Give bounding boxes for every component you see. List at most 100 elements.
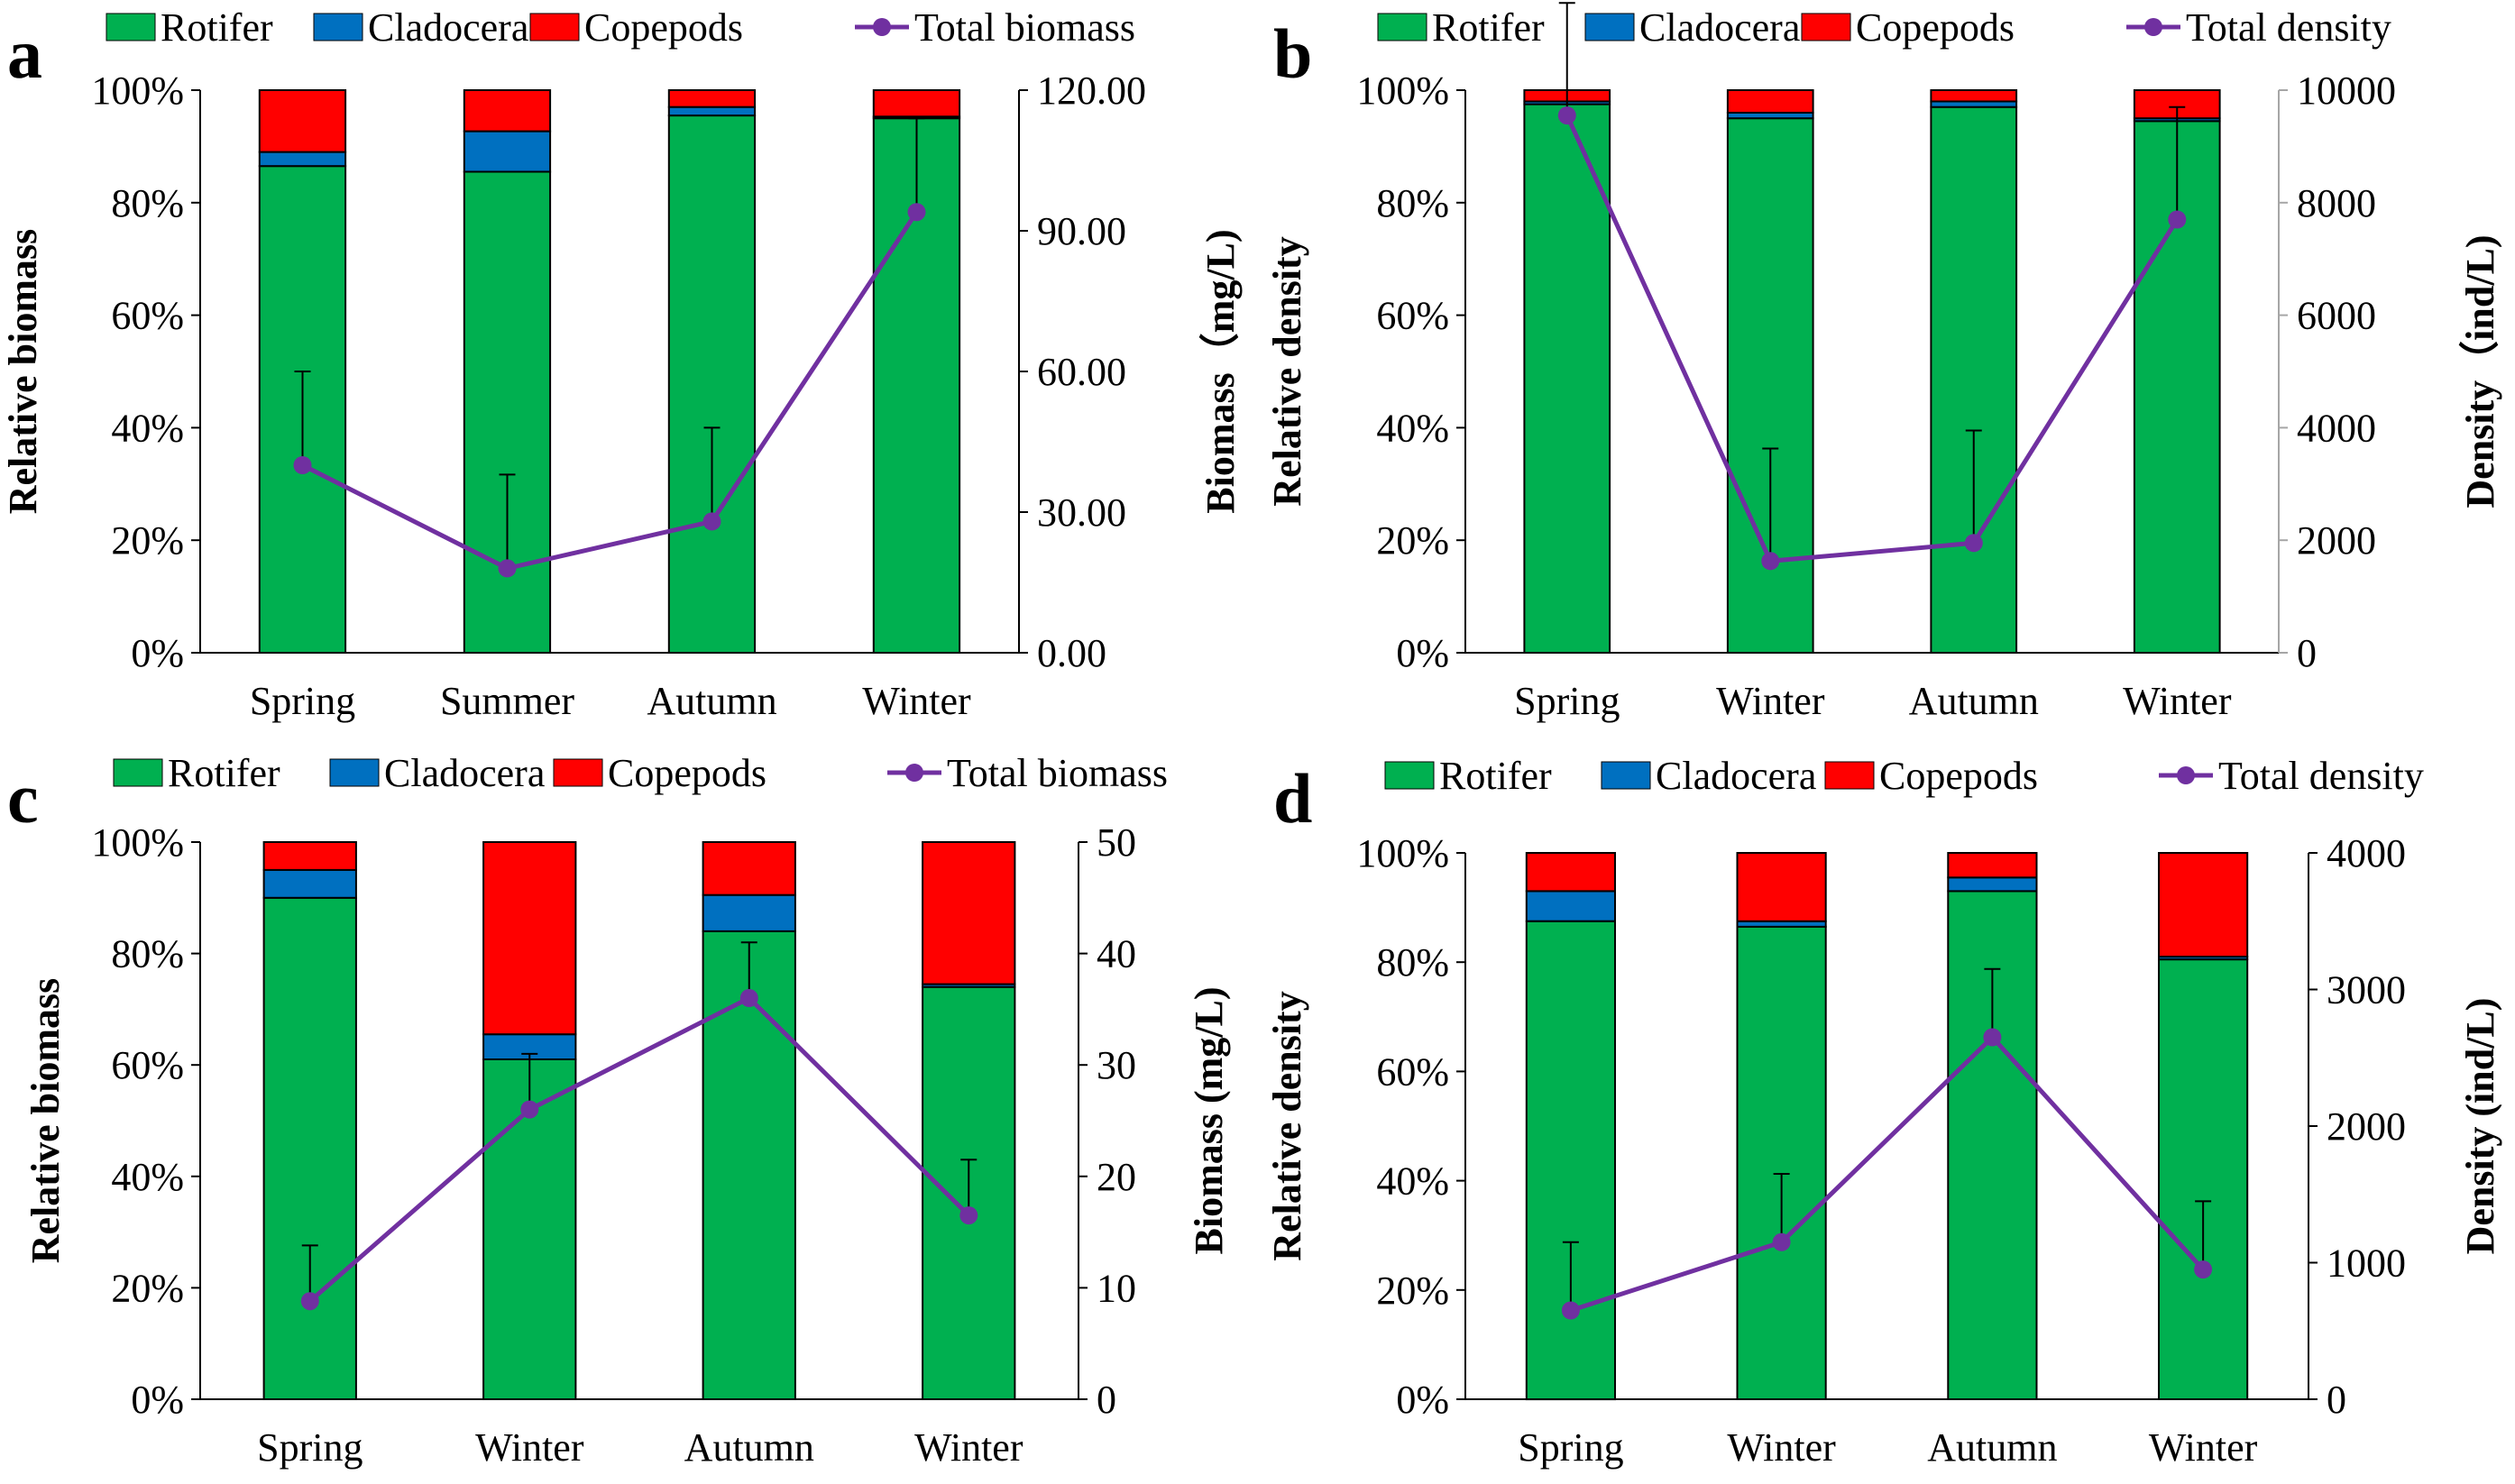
- left-tick-label: 0%: [131, 631, 184, 675]
- right-tick-label: 0: [2327, 1378, 2346, 1422]
- right-tick-label: 10: [1097, 1266, 1136, 1310]
- panel-c: c Spring Winter Autumn Winter 0% 20% 40% 60% 80%…: [7, 751, 1231, 1470]
- right-tick-label: 60.00: [1037, 350, 1126, 394]
- x-tick-label: Winter: [914, 1425, 1023, 1470]
- x-tick-label: Winter: [1716, 679, 1825, 723]
- left-tick-label: 20%: [111, 1266, 184, 1310]
- legend-swatch-rotifer: [106, 13, 156, 41]
- legend-label: Cladocera: [1656, 754, 1816, 798]
- legend-swatch-rotifer: [1384, 761, 1435, 790]
- panel-letter-b: b: [1273, 14, 1312, 93]
- bar-copepods-3: [2158, 852, 2249, 958]
- right-tick-label: 2000: [2327, 1104, 2406, 1149]
- legend-label: Total density: [2218, 754, 2424, 798]
- legend-marker-total: [2144, 18, 2162, 36]
- left-tick-label: 100%: [1356, 831, 1449, 875]
- panel-letter-d: d: [1273, 759, 1312, 838]
- right-tick-label: 10000: [2297, 69, 2396, 113]
- bar-cladocera-0: [258, 151, 347, 168]
- left-tick-label: 100%: [1356, 69, 1449, 113]
- legend-marker-total: [2177, 766, 2195, 784]
- right-tick-label: 20: [1097, 1155, 1136, 1199]
- right-tick-label: 40: [1097, 932, 1136, 976]
- legend-label: Cladocera: [1639, 5, 1800, 50]
- panel-letter-a: a: [7, 14, 42, 93]
- bar-rotifer-2: [1947, 890, 2038, 1400]
- bar-rotifer-1: [463, 170, 552, 654]
- legend-marker-total: [905, 764, 923, 782]
- x-tick-label: Spring: [1518, 1425, 1623, 1470]
- legend-swatch-cladocera: [313, 13, 363, 41]
- total-point: [1761, 552, 1780, 571]
- x-tick-label: Autumn: [1909, 679, 2039, 723]
- total-point: [498, 559, 517, 578]
- bar-cladocera-2: [702, 893, 796, 932]
- legend-swatch-copepods: [1801, 13, 1851, 41]
- y-axis-label-left: Relative biomass: [1, 229, 45, 515]
- panel-a: a Spring Summer Autumn Winter 0% 20% 40% 60% 80%…: [1, 5, 1243, 723]
- left-tick-label: 80%: [111, 932, 184, 976]
- total-point: [300, 1292, 319, 1311]
- legend-swatch-rotifer: [1377, 13, 1427, 41]
- y-axis-label-left: Relative biomass: [23, 978, 68, 1264]
- right-tick-label: 50: [1097, 820, 1136, 865]
- total-point: [1561, 1301, 1580, 1320]
- panel-letter-c: c: [7, 759, 39, 838]
- right-tick-label: 30: [1097, 1043, 1136, 1087]
- y-axis-label-right: Density（ind/L): [2458, 234, 2502, 508]
- legend-swatch-cladocera: [1584, 13, 1635, 41]
- x-tick-label: Winter: [2149, 1425, 2258, 1470]
- total-point: [1964, 534, 1983, 553]
- total-line: [1570, 1033, 2205, 1313]
- y-axis-label-right: Biomass（mg/L): [1198, 229, 1243, 513]
- legend-swatch-cladocera: [1601, 761, 1651, 790]
- right-tick-label: 0.00: [1037, 631, 1106, 675]
- total-line: [1565, 115, 2180, 563]
- left-tick-label: 60%: [1376, 294, 1449, 338]
- left-tick-label: 40%: [1376, 1159, 1449, 1204]
- bar-copepods-1: [482, 841, 577, 1036]
- bar-cladocera-2: [1947, 876, 2038, 893]
- bar-cladocera-1: [463, 130, 552, 173]
- bar-cladocera-0: [262, 868, 357, 899]
- x-tick-label: Autumn: [1927, 1425, 2057, 1470]
- x-tick-label: Autumn: [647, 679, 776, 723]
- bar-copepods-3: [922, 841, 1016, 985]
- left-tick-label: 40%: [1376, 406, 1449, 450]
- left-tick-label: 60%: [111, 1043, 184, 1087]
- legend-label: Total density: [2186, 5, 2391, 50]
- right-tick-label: 2000: [2297, 518, 2376, 563]
- bar-rotifer-2: [702, 930, 796, 1400]
- total-point: [1983, 1028, 2002, 1047]
- legend-label: Cladocera: [368, 5, 528, 50]
- legend-label: Total biomass: [947, 751, 1168, 795]
- left-tick-label: 80%: [1376, 181, 1449, 225]
- legend-label: Cladocera: [384, 751, 545, 795]
- legend-label: Rotifer: [1439, 754, 1552, 798]
- right-tick-label: 4000: [2327, 831, 2406, 875]
- bar-copepods-1: [463, 89, 552, 133]
- bar-copepods-2: [1947, 852, 2038, 879]
- left-tick-label: 100%: [91, 820, 184, 865]
- bar-cladocera-2: [667, 105, 757, 117]
- total-point: [907, 203, 926, 222]
- right-tick-label: 30.00: [1037, 490, 1126, 535]
- x-tick-label: Autumn: [684, 1425, 814, 1470]
- left-tick-label: 40%: [111, 1155, 184, 1199]
- legend-swatch-rotifer: [113, 758, 163, 787]
- legend-label: Copepods: [1879, 754, 2038, 798]
- legend-label: Rotifer: [161, 5, 273, 50]
- x-tick-label: Winter: [475, 1425, 584, 1470]
- legend-swatch-copepods: [529, 13, 580, 41]
- total-point: [2194, 1260, 2213, 1279]
- right-tick-label: 120.00: [1037, 69, 1146, 113]
- bar-rotifer-0: [262, 896, 357, 1400]
- legend-label: Rotifer: [168, 751, 280, 795]
- bar-copepods-0: [258, 89, 347, 153]
- right-tick-label: 8000: [2297, 181, 2376, 225]
- bar-copepods-1: [1736, 852, 1827, 922]
- left-tick-label: 80%: [1376, 940, 1449, 985]
- total-point: [1557, 106, 1576, 125]
- bar-copepods-2: [1930, 89, 2018, 103]
- y-axis-label-left: Relative density: [1265, 236, 1309, 506]
